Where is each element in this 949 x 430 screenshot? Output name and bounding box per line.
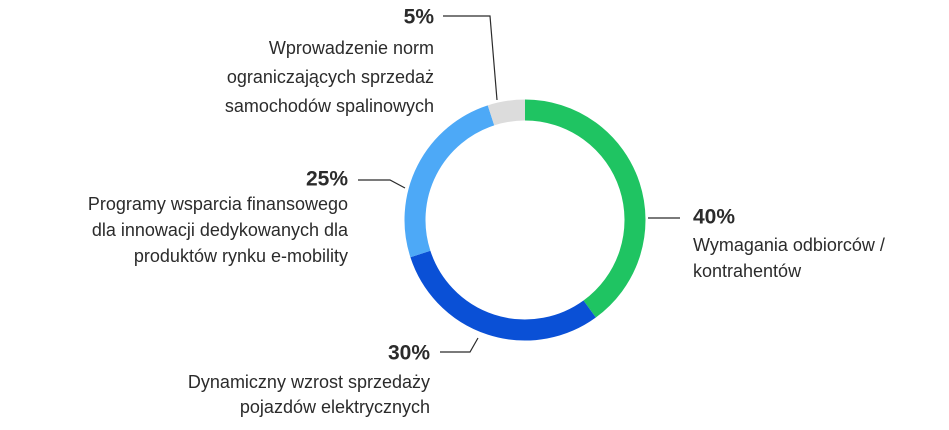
category-label: Programy wsparcia finansowego [88,194,348,214]
value-label: 25% [306,168,348,191]
value-label: 30% [388,342,430,365]
category-label: dla innowacji dedykowanych dla [92,220,349,240]
value-label: 5% [404,6,435,29]
donut-segment [410,250,596,341]
value-label: 40% [693,206,735,229]
leader-line [443,15,498,101]
category-label: Wymagania odbiorców / [693,235,885,255]
category-label: pojazdów elektrycznych [240,397,430,417]
leader-line [358,179,406,189]
category-label: produktów rynku e-mobility [134,246,348,266]
category-label: ograniczających sprzedaż [227,67,434,87]
category-label: Dynamiczny wzrost sprzedaży [188,372,430,392]
donut-segment [524,99,646,318]
donut-segment [404,105,495,258]
donut-segment [487,99,526,126]
category-label: kontrahentów [693,261,802,281]
category-label: Wprowadzenie norm [269,38,434,58]
category-label: samochodów spalinowych [225,96,434,116]
leader-line [440,337,479,353]
